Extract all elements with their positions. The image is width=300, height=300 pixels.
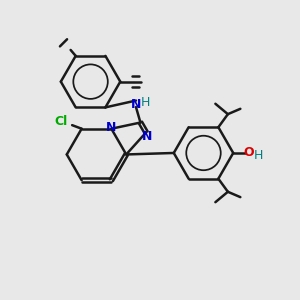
Text: H: H [254, 149, 263, 162]
Text: Cl: Cl [54, 115, 68, 128]
Text: N: N [131, 98, 141, 111]
Text: N: N [106, 121, 116, 134]
Text: O: O [243, 146, 254, 160]
Text: H: H [141, 96, 151, 110]
Text: N: N [142, 130, 152, 143]
